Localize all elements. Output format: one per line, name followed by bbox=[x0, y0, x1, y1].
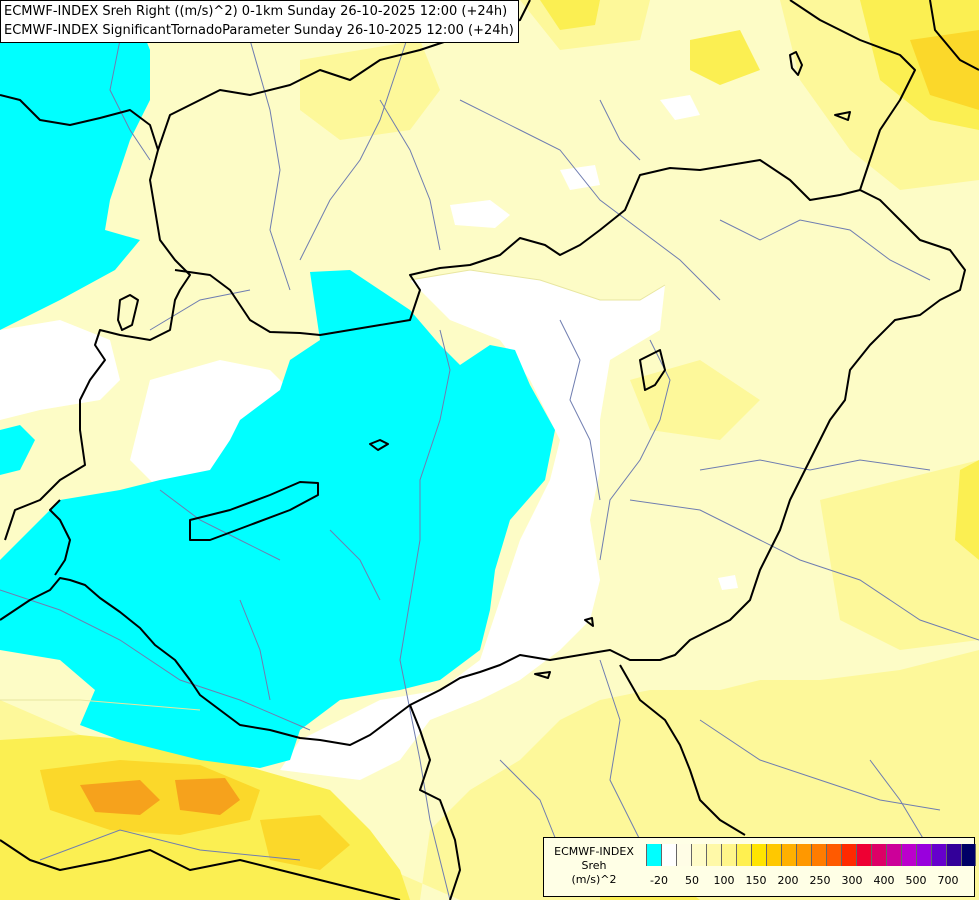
legend-swatch bbox=[646, 844, 661, 866]
contour-edges bbox=[0, 269, 666, 711]
legend-swatch bbox=[961, 844, 976, 866]
legend-tick-label: 300 bbox=[841, 874, 863, 887]
legend-swatch bbox=[736, 844, 751, 866]
legend-tick-label: 250 bbox=[809, 874, 831, 887]
legend-swatch bbox=[676, 844, 691, 866]
legend-swatch bbox=[856, 844, 871, 866]
legend-swatch bbox=[796, 844, 811, 866]
legend-caption-line-3: (m/s)^2 bbox=[571, 873, 617, 886]
legend-swatch bbox=[811, 844, 826, 866]
legend-tick-label: 50 bbox=[685, 874, 699, 887]
legend-swatch bbox=[781, 844, 796, 866]
map-title-box: ECMWF-INDEX Sreh Right ((m/s)^2) 0-1km S… bbox=[0, 0, 519, 43]
map-title-line-2: ECMWF-INDEX SignificantTornadoParameter … bbox=[4, 23, 514, 38]
sreh-white-areas bbox=[0, 95, 738, 780]
sreh-orange-areas bbox=[80, 778, 240, 815]
legend-swatch bbox=[916, 844, 931, 866]
map-title-line-1: ECMWF-INDEX Sreh Right ((m/s)^2) 0-1km S… bbox=[4, 4, 508, 19]
legend-swatch bbox=[826, 844, 841, 866]
legend-swatch bbox=[931, 844, 946, 866]
legend-tick-label: 400 bbox=[873, 874, 895, 887]
color-legend: ECMWF-INDEX Sreh (m/s)^2 -20 50 100 150 200 2… bbox=[543, 837, 976, 897]
legend-tick-labels: -20 50 100 150 200 250 300 400 500 700 bbox=[646, 874, 966, 890]
legend-tick-label: -20 bbox=[650, 874, 668, 887]
legend-tick-label: 500 bbox=[905, 874, 927, 887]
legend-swatch bbox=[661, 844, 676, 866]
legend-swatch bbox=[841, 844, 856, 866]
legend-swatch bbox=[901, 844, 916, 866]
legend-color-bar bbox=[646, 844, 976, 866]
legend-tick-label: 100 bbox=[713, 874, 735, 887]
legend-swatch bbox=[751, 844, 766, 866]
legend-caption: ECMWF-INDEX Sreh (m/s)^2 bbox=[544, 845, 644, 887]
legend-swatch bbox=[871, 844, 886, 866]
sreh-cyan-areas bbox=[0, 0, 555, 768]
legend-caption-line-2: Sreh bbox=[581, 859, 607, 872]
legend-tick-label: 150 bbox=[745, 874, 767, 887]
legend-caption-line-1: ECMWF-INDEX bbox=[554, 845, 634, 858]
legend-swatch bbox=[706, 844, 721, 866]
legend-swatch bbox=[946, 844, 961, 866]
legend-tick-label: 700 bbox=[937, 874, 959, 887]
legend-swatch bbox=[886, 844, 901, 866]
legend-swatch bbox=[721, 844, 736, 866]
legend-swatch bbox=[766, 844, 781, 866]
legend-swatch bbox=[691, 844, 706, 866]
legend-tick-label: 200 bbox=[777, 874, 799, 887]
